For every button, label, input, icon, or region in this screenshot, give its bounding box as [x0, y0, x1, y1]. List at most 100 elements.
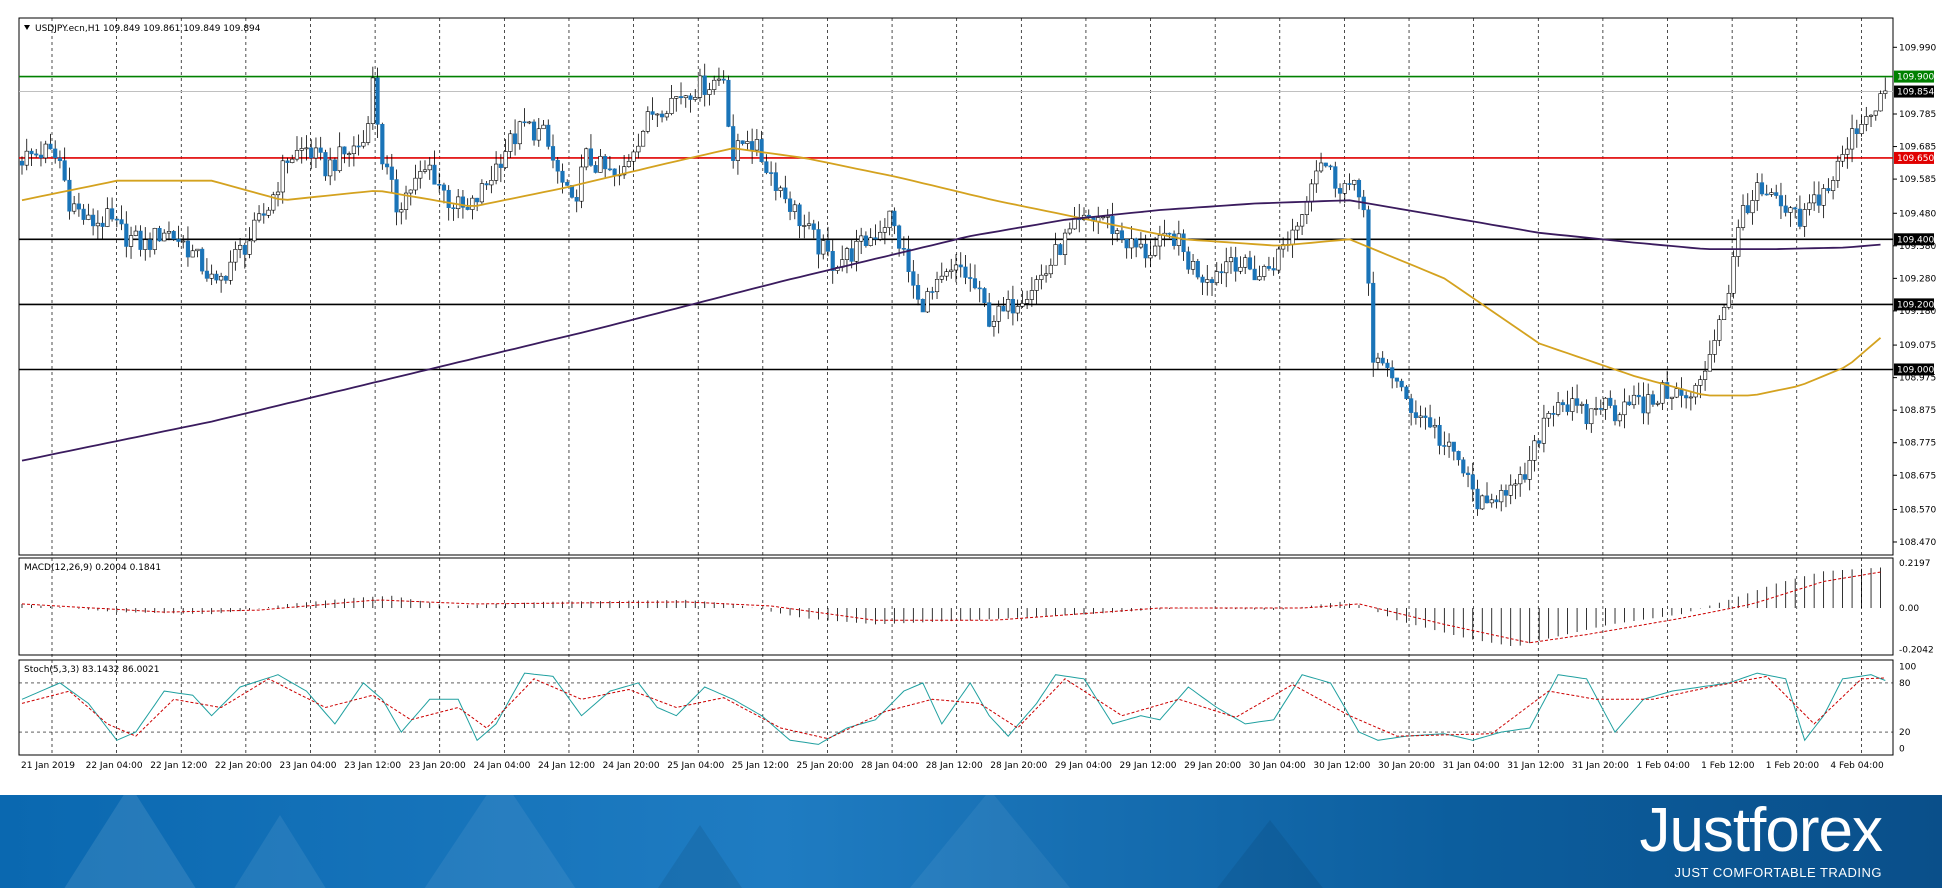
- candle-body: [1612, 405, 1618, 422]
- candle-body: [427, 164, 432, 171]
- candle-body: [1432, 424, 1437, 428]
- candle-body: [1831, 180, 1836, 191]
- candle-body: [1181, 233, 1186, 253]
- candle-body: [1593, 408, 1599, 410]
- candle-body: [1489, 499, 1494, 504]
- candle-body: [982, 288, 987, 303]
- candle-body: [622, 166, 627, 176]
- candle-body: [1314, 170, 1319, 185]
- candle-body: [712, 79, 717, 90]
- candle-body: [1698, 379, 1703, 386]
- candle-body: [422, 169, 428, 172]
- level-price-label: 109.650: [1897, 154, 1934, 164]
- candle-body: [1703, 370, 1708, 380]
- candle-body: [1062, 232, 1068, 255]
- candle-body: [546, 124, 551, 147]
- candle-body: [612, 168, 617, 176]
- candle-body: [1337, 188, 1343, 194]
- stoch-axis-label: 0: [1899, 744, 1905, 754]
- candle-body: [1371, 282, 1376, 363]
- candle-body: [1304, 201, 1309, 215]
- candle-body: [124, 223, 129, 247]
- candle-body: [1503, 490, 1509, 496]
- candle-body: [636, 145, 641, 153]
- candle-body: [1385, 362, 1390, 368]
- candle-body: [1608, 397, 1613, 406]
- candle-body: [1532, 440, 1537, 461]
- level-price-label: 109.000: [1897, 365, 1934, 375]
- candle-body: [512, 133, 518, 145]
- candle-body: [408, 189, 413, 194]
- candle-body: [1409, 398, 1414, 413]
- candle-body: [351, 145, 356, 155]
- candle-body: [375, 77, 380, 125]
- macd-panel: [18, 557, 1894, 656]
- candle-body: [1513, 483, 1518, 486]
- candle-body: [242, 244, 247, 255]
- banner-decor-shape: [900, 795, 1080, 888]
- candle-body: [882, 227, 887, 233]
- candle-body: [1153, 245, 1158, 256]
- candle-body: [878, 231, 883, 240]
- candle-body: [1352, 179, 1357, 185]
- candle-body: [67, 179, 72, 212]
- chart-area[interactable]: 21 Jan 2019 22 Jan 04:00 22 Jan 12:00 22 Ja…: [0, 0, 1942, 790]
- candle-body: [1778, 195, 1784, 207]
- candle-body: [76, 203, 81, 210]
- candle-body: [1788, 207, 1793, 213]
- candle-body: [631, 151, 636, 162]
- level-price-tag: [1894, 298, 1934, 311]
- macd-axis-label: 0.2197: [1899, 559, 1931, 569]
- candle-body: [783, 187, 788, 200]
- candle-body: [1793, 207, 1798, 210]
- time-axis-label: 23 Jan 20:00: [409, 761, 466, 771]
- candle-body: [484, 183, 489, 186]
- moving-average-slow: [21, 199, 1881, 462]
- brand-tagline: JUST COMFORTABLE TRADING: [1674, 865, 1882, 880]
- candle-body: [1205, 279, 1210, 283]
- candle-body: [441, 184, 447, 191]
- candle-body: [1693, 385, 1698, 398]
- candle-body: [626, 160, 631, 167]
- candle-body: [1717, 319, 1722, 341]
- candle-body: [456, 196, 461, 209]
- candle-body: [24, 150, 29, 166]
- candle-body: [726, 79, 731, 127]
- candle-body: [209, 273, 214, 279]
- candle-body: [1119, 230, 1125, 240]
- candle-body: [157, 227, 162, 242]
- candle-body: [1276, 248, 1281, 271]
- candle-body: [128, 235, 134, 247]
- candle-body: [844, 248, 850, 260]
- macd-axis-label: 0.00: [1899, 604, 1919, 614]
- level-price-tag: [1894, 151, 1934, 164]
- candle-body: [1835, 160, 1840, 181]
- candle-body: [366, 123, 371, 143]
- current-price-tag: [1894, 85, 1934, 98]
- candle-body: [953, 264, 959, 271]
- stoch-header: Stoch(5,3,3) 83.1432 86.0021: [24, 665, 159, 675]
- candle-body: [825, 240, 831, 252]
- candle-body: [859, 235, 864, 242]
- banner-decor-shape: [60, 795, 200, 888]
- candle-body: [887, 210, 892, 228]
- candle-body: [1712, 340, 1717, 355]
- candle-body: [309, 147, 314, 159]
- time-axis-label: 1 Feb 12:00: [1701, 761, 1755, 771]
- candle-body: [1688, 396, 1693, 399]
- candle-body: [1129, 238, 1134, 249]
- candle-body: [915, 285, 921, 300]
- candle-body: [1731, 256, 1736, 294]
- time-axis-label: 28 Jan 20:00: [990, 761, 1047, 771]
- time-axis-label: 24 Jan 12:00: [538, 761, 595, 771]
- candle-body: [171, 231, 176, 240]
- candle-body: [1006, 299, 1011, 312]
- candle-body: [527, 121, 532, 124]
- candle-body: [977, 287, 982, 290]
- candle-body: [1849, 128, 1855, 150]
- candle-body: [1707, 354, 1712, 372]
- level-price-label: 109.400: [1897, 235, 1934, 245]
- candle-body: [769, 172, 774, 174]
- candle-body: [797, 204, 802, 227]
- candle-body: [1807, 202, 1812, 210]
